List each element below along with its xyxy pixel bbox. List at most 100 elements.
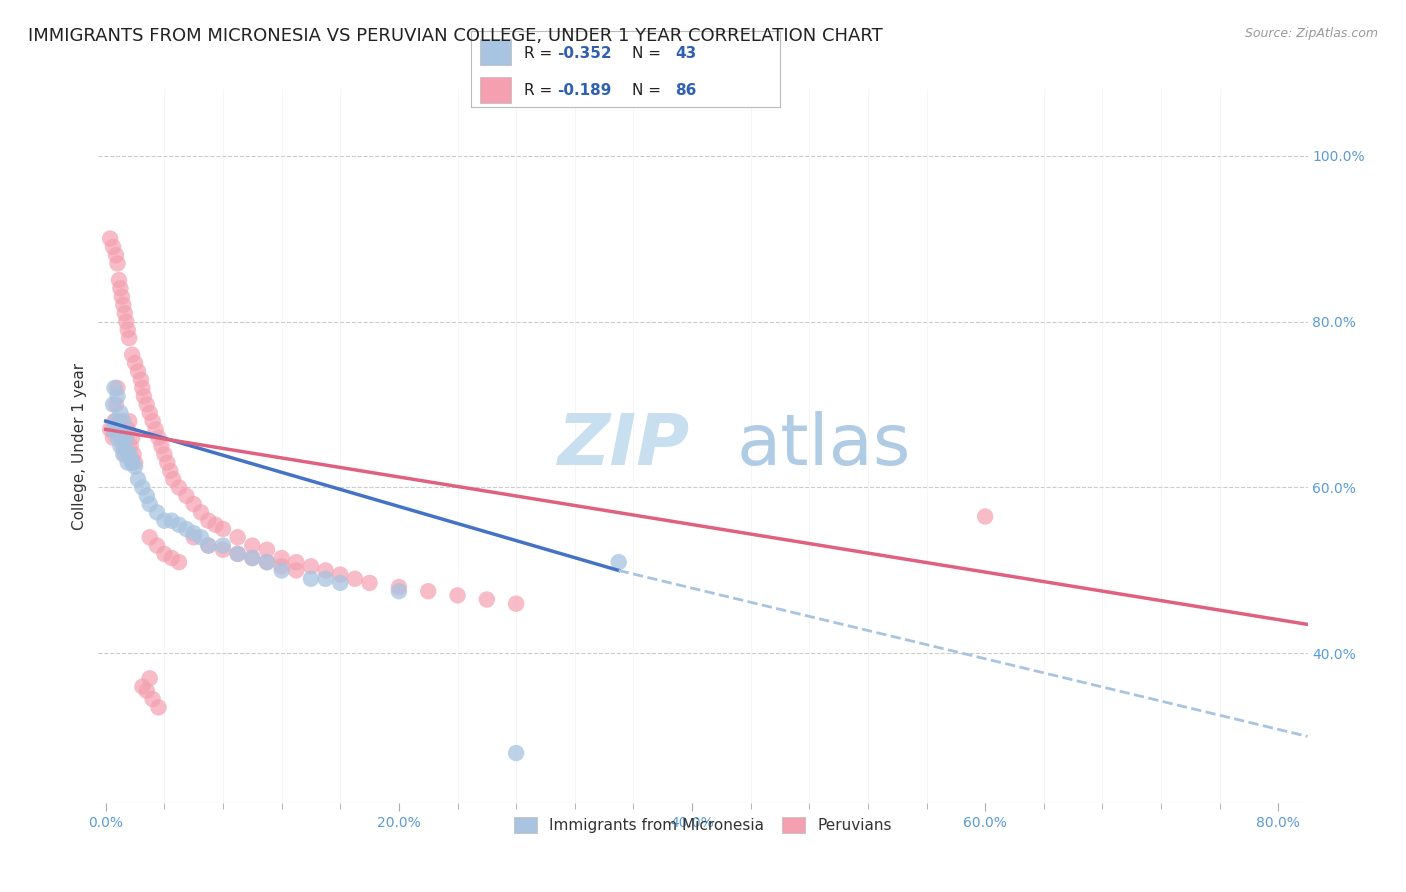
- Point: [226, 547, 249, 561]
- Point: [176, 522, 198, 536]
- Point: [505, 746, 527, 760]
- Point: [167, 481, 190, 495]
- Point: [197, 539, 219, 553]
- Point: [105, 248, 128, 262]
- Point: [505, 597, 527, 611]
- Point: [160, 551, 183, 566]
- Point: [240, 551, 263, 566]
- Point: [131, 381, 153, 395]
- Point: [121, 348, 143, 362]
- Bar: [481, 38, 512, 65]
- Point: [183, 497, 205, 511]
- Point: [148, 431, 170, 445]
- Point: [112, 298, 135, 312]
- Point: [153, 514, 176, 528]
- Text: N =: N =: [631, 46, 665, 62]
- Point: [446, 588, 468, 602]
- Bar: [481, 77, 512, 103]
- Point: [256, 555, 278, 569]
- Point: [183, 530, 205, 544]
- Point: [101, 431, 124, 445]
- Point: [146, 505, 169, 519]
- Point: [315, 572, 337, 586]
- Point: [105, 397, 128, 411]
- Y-axis label: College, Under 1 year: College, Under 1 year: [72, 362, 87, 530]
- Text: Source: ZipAtlas.com: Source: ZipAtlas.com: [1244, 27, 1378, 40]
- Point: [142, 414, 165, 428]
- Point: [197, 514, 219, 528]
- Point: [150, 439, 173, 453]
- Text: -0.189: -0.189: [558, 83, 612, 98]
- Point: [114, 447, 136, 461]
- Point: [108, 422, 131, 436]
- Point: [131, 481, 153, 495]
- Point: [138, 530, 160, 544]
- Point: [160, 514, 183, 528]
- Point: [103, 381, 125, 395]
- Point: [101, 422, 124, 436]
- Point: [132, 389, 155, 403]
- Point: [114, 306, 136, 320]
- Legend: Immigrants from Micronesia, Peruvians: Immigrants from Micronesia, Peruvians: [502, 805, 904, 845]
- Point: [148, 700, 170, 714]
- Point: [285, 564, 308, 578]
- Point: [142, 692, 165, 706]
- Point: [129, 373, 152, 387]
- Point: [299, 572, 322, 586]
- Point: [270, 551, 292, 566]
- Point: [120, 439, 142, 453]
- Point: [240, 539, 263, 553]
- Point: [270, 564, 292, 578]
- Text: IMMIGRANTS FROM MICRONESIA VS PERUVIAN COLLEGE, UNDER 1 YEAR CORRELATION CHART: IMMIGRANTS FROM MICRONESIA VS PERUVIAN C…: [28, 27, 883, 45]
- Point: [315, 564, 337, 578]
- Point: [115, 314, 138, 328]
- Point: [111, 290, 134, 304]
- Text: atlas: atlas: [737, 411, 911, 481]
- Point: [117, 323, 139, 337]
- Point: [117, 422, 139, 436]
- Point: [359, 575, 381, 590]
- Point: [124, 459, 146, 474]
- Point: [121, 431, 143, 445]
- Point: [240, 551, 263, 566]
- Point: [475, 592, 498, 607]
- Point: [111, 431, 134, 445]
- Text: N =: N =: [631, 83, 665, 98]
- Point: [162, 472, 184, 486]
- Point: [156, 456, 179, 470]
- Point: [135, 397, 157, 411]
- Point: [107, 256, 129, 270]
- Point: [329, 575, 352, 590]
- Point: [197, 539, 219, 553]
- Text: -0.352: -0.352: [558, 46, 612, 62]
- Point: [212, 522, 235, 536]
- Point: [110, 281, 132, 295]
- Point: [153, 447, 176, 461]
- Point: [138, 497, 160, 511]
- Point: [176, 489, 198, 503]
- Point: [212, 542, 235, 557]
- Point: [101, 397, 124, 411]
- Point: [212, 539, 235, 553]
- Point: [226, 530, 249, 544]
- Point: [122, 447, 145, 461]
- Point: [107, 389, 129, 403]
- Point: [190, 505, 212, 519]
- Point: [105, 414, 128, 428]
- Point: [110, 406, 132, 420]
- Point: [135, 489, 157, 503]
- Point: [110, 439, 132, 453]
- Point: [112, 447, 135, 461]
- Point: [98, 422, 121, 436]
- Point: [167, 555, 190, 569]
- Point: [153, 547, 176, 561]
- Point: [103, 414, 125, 428]
- Point: [101, 240, 124, 254]
- Point: [146, 539, 169, 553]
- Point: [167, 517, 190, 532]
- Point: [135, 683, 157, 698]
- Point: [159, 464, 181, 478]
- Point: [110, 414, 132, 428]
- Point: [117, 456, 139, 470]
- Text: R =: R =: [523, 46, 557, 62]
